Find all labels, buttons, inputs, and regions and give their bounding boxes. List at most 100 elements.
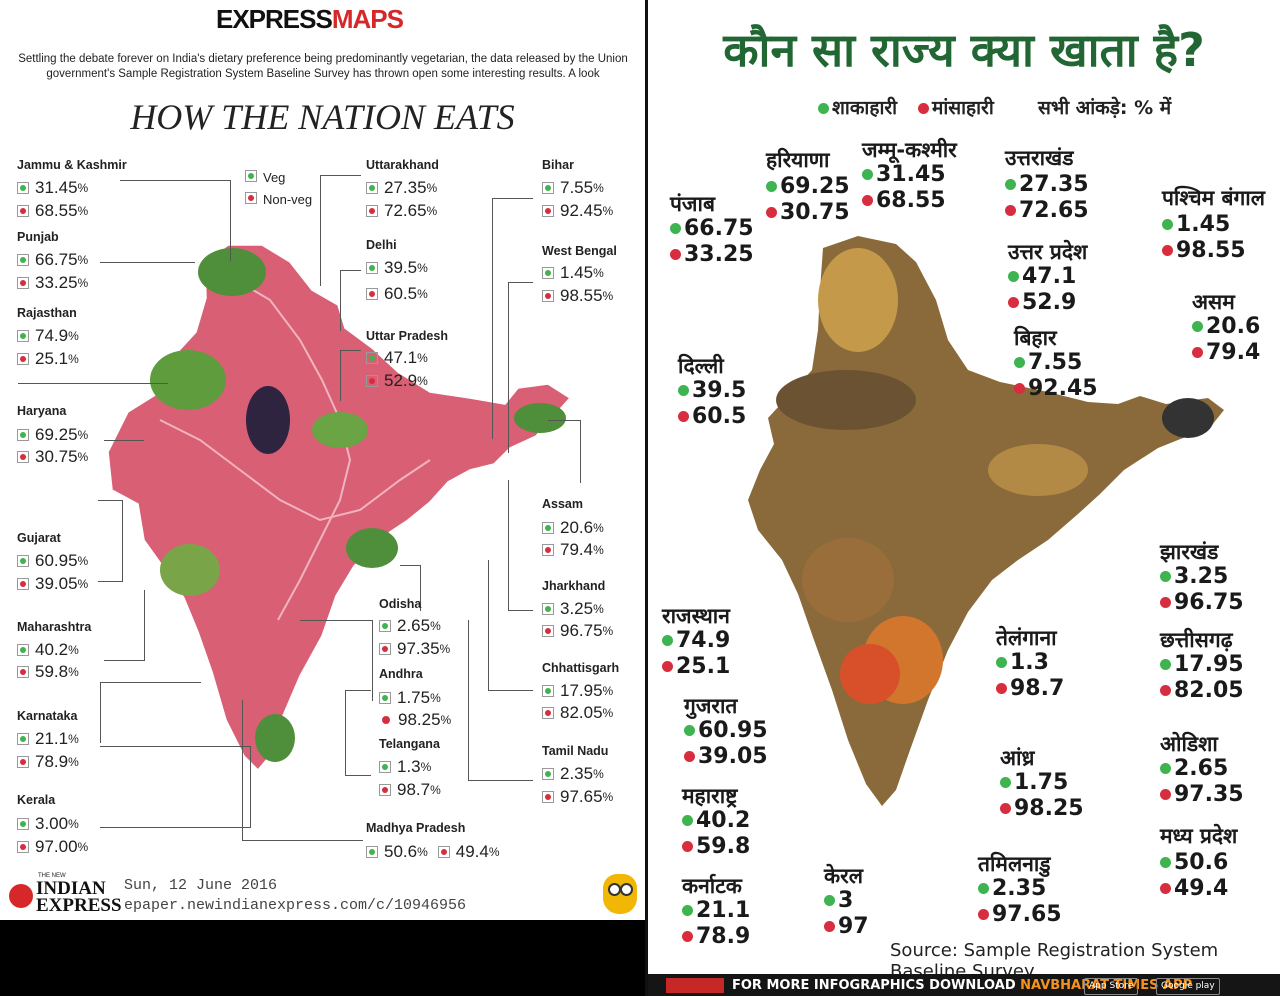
nonveg-indicator-icon [542,544,554,556]
veg-value: 7.55 [1014,350,1082,375]
veg-dot-icon [670,223,681,234]
state-name: West Bengal [542,244,617,258]
state-name: राजस्थान [662,604,730,628]
nonveg-value: 33.25 [670,242,754,267]
veg-indicator-icon [542,603,554,615]
veg-value: 47.1 [1008,264,1076,289]
veg-indicator-icon [542,522,554,534]
express-map-panel: EXPRESSMAPS Settling the debate forever … [0,0,645,920]
nonveg-value-row: 52.9% [366,371,428,391]
veg-value-row: 3.00% [17,814,79,834]
google-play-badge[interactable]: Google play [1156,978,1220,995]
nonveg-dot-icon [662,661,673,672]
veg-indicator-icon [17,733,29,745]
veg-dot-icon [862,169,873,180]
veg-value-row: 69.25% [17,425,88,445]
state-name: Telangana [379,737,440,751]
veg-indicator-icon [17,182,29,194]
nonveg-value-row: 60.5% [366,284,428,304]
leader-line [120,180,231,261]
nonveg-value-row: 97.35% [379,639,450,659]
veg-dot-icon [1000,777,1011,788]
veg-dot-icon [682,905,693,916]
veg-value: 31.45 [862,162,946,187]
legend-veg: शाकाहारी [818,94,897,120]
nonveg-dot-icon [824,921,835,932]
veg-value-row: 27.35% [366,178,437,198]
veg-value-row: 31.45% [17,178,88,198]
hindi-map-panel: कौन सा राज्य क्या खाता है? शाकाहारी मांस… [648,0,1280,996]
veg-value: 20.6 [1192,314,1260,339]
state-name: Haryana [17,404,67,418]
nonveg-legend-icon [245,192,257,204]
nonveg-value-row: 79.4% [542,540,604,560]
state-name: Jharkhand [542,579,606,593]
nonveg-dot-icon [1008,297,1019,308]
newspaper-logo: INDIAN EXPRESS [36,878,122,917]
nonveg-dot-icon [670,249,681,260]
nonveg-value: 78.9 [682,924,750,949]
nonveg-dot-icon [1160,597,1171,608]
nonveg-dot-icon [862,195,873,206]
veg-indicator-icon [542,685,554,697]
state-name: छत्तीसगढ़ [1160,628,1233,652]
leader-line [492,198,533,439]
nonveg-dot-icon [1192,347,1203,358]
state-name: पश्चिम बंगाल [1162,186,1265,210]
app-download-footer: FOR MORE INFOGRAPHICS DOWNLOAD NAVBHARAT… [648,974,1280,996]
veg-value: 17.95 [1160,652,1244,677]
state-name: असम [1192,290,1235,314]
nonveg-indicator-icon [366,375,378,387]
nonveg-indicator-icon [382,716,390,724]
veg-indicator-icon [379,761,391,773]
nonveg-dot-icon [678,411,689,422]
nonveg-value: 97.65 [978,902,1062,927]
nonveg-value: 72.65 [1005,198,1089,223]
footer-text: FOR MORE INFOGRAPHICS DOWNLOAD NAVBHARAT… [732,978,1193,993]
state-name: दिल्ली [678,354,724,378]
veg-value-row: 3.25% [542,599,604,619]
state-name: Madhya Pradesh [366,821,466,835]
veg-value-row: 60.95% [17,551,88,571]
veg-indicator-icon [542,768,554,780]
nonveg-value: 59.8 [682,834,750,859]
state-name: Karnataka [17,709,78,723]
veg-dot-icon [1162,219,1173,230]
veg-legend-icon [245,170,257,182]
veg-value: 21.1 [682,898,750,923]
nonveg-indicator-icon [17,451,29,463]
leader-line [100,682,201,743]
state-name: Rajasthan [17,306,77,320]
legend-nonveg: Non-veg [245,192,312,207]
nonveg-indicator-icon [437,846,450,858]
veg-dot-icon [662,635,673,646]
state-name: उत्तर प्रदेश [1008,240,1088,264]
leader-line [242,700,363,841]
nonveg-dot-icon [1160,883,1171,894]
epaper-info: Sun, 12 June 2016 epaper.newindianexpress… [124,877,467,914]
nonveg-indicator-icon [366,288,378,300]
veg-indicator-icon [366,846,378,858]
nonveg-value-row: 39.05% [17,574,88,594]
page-title: HOW THE NATION EATS [130,97,515,137]
state-name: Tamil Nadu [542,744,609,758]
state-name: मध्य प्रदेश [1160,824,1238,848]
veg-dot-icon [1160,571,1171,582]
leader-line [98,500,123,582]
leader-line [508,282,533,453]
leader-line [340,350,361,401]
state-name: Kerala [17,793,56,807]
veg-value: 39.5 [678,378,746,403]
state-name: जम्मू-कश्मीर [862,138,957,162]
state-name: Bihar [542,158,574,172]
nonveg-value-row: 92.45% [542,201,613,221]
app-store-badge[interactable]: App Store [1084,978,1139,995]
state-name: Jammu & Kashmir [17,158,127,172]
state-name: Andhra [379,667,423,681]
nonveg-dot-icon [978,909,989,920]
veg-indicator-icon [379,692,391,704]
nonveg-indicator-icon [379,643,391,655]
veg-dot-icon [1014,357,1025,368]
state-name: झारखंड [1160,540,1219,564]
leader-line [104,440,144,441]
